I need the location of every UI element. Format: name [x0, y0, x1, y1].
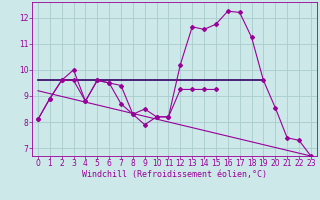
X-axis label: Windchill (Refroidissement éolien,°C): Windchill (Refroidissement éolien,°C)	[82, 170, 267, 179]
